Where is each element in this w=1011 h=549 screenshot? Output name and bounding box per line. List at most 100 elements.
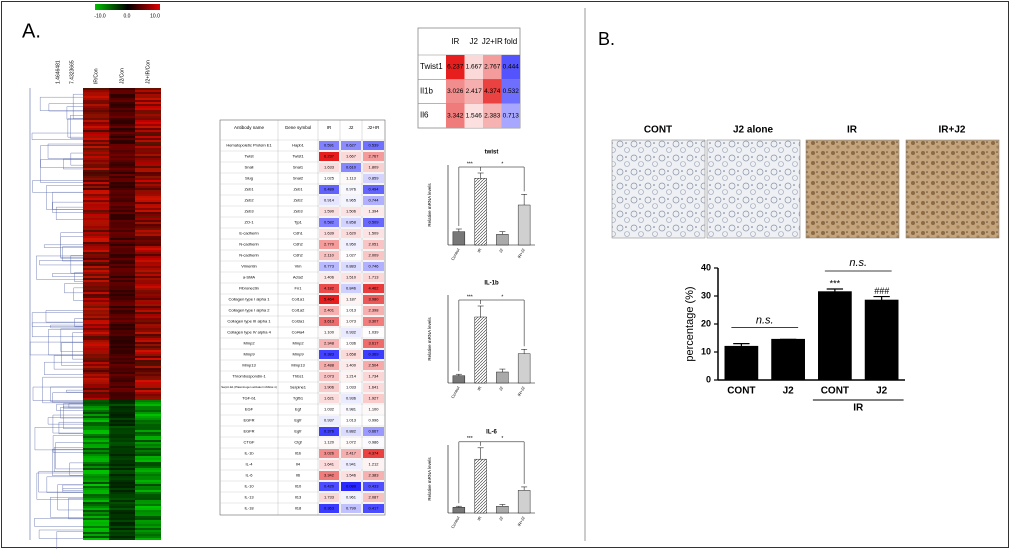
- scale-label: -10.0: [94, 13, 106, 19]
- heatmap-cell: [109, 246, 135, 248]
- heatmap-cell: [109, 402, 135, 404]
- heatmap-cell: [109, 494, 135, 496]
- table-cell: [501, 103, 520, 128]
- heatmap-cell: [109, 386, 135, 388]
- heatmap-cell: [135, 504, 161, 506]
- table-cell: [319, 405, 339, 414]
- heatmap-cell: [109, 154, 135, 156]
- row-label: Il6: [420, 111, 429, 120]
- table-cell: [363, 284, 384, 293]
- heatmap-cell: [83, 526, 109, 528]
- bar: [517, 204, 531, 246]
- heatmap-cell: [135, 108, 161, 110]
- heatmap-cell: [135, 154, 161, 156]
- heatmap-cell: [135, 272, 161, 274]
- table-cell: [483, 55, 502, 80]
- heatmap-cell: [109, 456, 135, 458]
- heatmap-cell: [135, 466, 161, 468]
- heatmap-cell: [135, 110, 161, 112]
- heatmap-cell: [135, 398, 161, 400]
- heatmap-cell: [83, 362, 109, 364]
- bar: [452, 231, 466, 246]
- heatmap-cell: [109, 510, 135, 512]
- table-text: TGF-b1: [242, 396, 257, 401]
- x-tick-label: J2: [498, 247, 505, 254]
- table-cell: [341, 350, 361, 359]
- heatmap-cell: [83, 366, 109, 368]
- heatmap-cell: [109, 298, 135, 300]
- heatmap-cell: [83, 416, 109, 418]
- table-text: Serpine1: [290, 385, 307, 390]
- heatmap-cell: [109, 506, 135, 508]
- heatmap-cell: [83, 462, 109, 464]
- table-cell: [341, 317, 361, 326]
- heatmap-cell: [109, 262, 135, 264]
- table-cell: [363, 449, 384, 458]
- heatmap-cell: [135, 434, 161, 436]
- table-cell: [363, 207, 384, 216]
- bar: [452, 507, 466, 514]
- heatmap-cell: [83, 254, 109, 256]
- table-cell: [341, 372, 361, 381]
- table-text: 0.494: [368, 187, 379, 192]
- table-cell: [319, 317, 339, 326]
- heatmap-cell: [135, 462, 161, 464]
- bar: [496, 234, 509, 246]
- heatmap-cell: [109, 352, 135, 354]
- dendrogram-branch: [42, 376, 83, 404]
- table-cell: [363, 251, 384, 260]
- table-text: EGFR: [243, 429, 254, 434]
- table-text: 1.633: [324, 165, 335, 170]
- heatmap-cell: [135, 226, 161, 228]
- table-text: Cdh2: [293, 242, 303, 247]
- table-text: 0.667: [368, 429, 379, 434]
- table-text: 0.539: [368, 143, 379, 148]
- table-cell: [341, 416, 361, 425]
- table-text: Cdh1: [293, 231, 303, 236]
- heatmap-cell: [83, 380, 109, 382]
- table-text: 2.398: [368, 308, 379, 313]
- heatmap-cell: [83, 402, 109, 404]
- table-header: J2+IR: [368, 125, 381, 130]
- heatmap-cell: [109, 206, 135, 208]
- heatmap-cell: [83, 456, 109, 458]
- heatmap-cell: [83, 88, 109, 90]
- table-text: 1.072: [346, 440, 357, 445]
- table-cell: [341, 229, 361, 238]
- table-text: 1.509: [368, 231, 379, 236]
- table-cell: [341, 196, 361, 205]
- table-text: 0.941: [346, 462, 357, 467]
- table-cell: [363, 262, 384, 271]
- heatmap-cell: [83, 262, 109, 264]
- heatmap-cell: [135, 270, 161, 272]
- y-axis-label: Relative mRNA levels: [427, 317, 432, 361]
- heatmap-cell: [109, 274, 135, 276]
- table-cell: [363, 185, 384, 194]
- heatmap-cell: [135, 308, 161, 310]
- heatmap-cell: [135, 404, 161, 406]
- heatmap-cell: [83, 192, 109, 194]
- heatmap-cell: [109, 184, 135, 186]
- heatmap-cell: [135, 96, 161, 98]
- heatmap-cell: [135, 104, 161, 106]
- table-cell: [363, 493, 384, 502]
- chart-title: IL-1b: [484, 281, 499, 287]
- table-cell: [341, 493, 361, 502]
- heatmap-cell: [135, 236, 161, 238]
- heatmap-cell: [83, 160, 109, 162]
- heatmap-cell: [109, 166, 135, 168]
- table-cell: [363, 383, 384, 392]
- heatmap-cell: [83, 502, 109, 504]
- heatmap-cell: [83, 168, 109, 170]
- heatmap-cell: [83, 142, 109, 144]
- table-text: Vimentin: [241, 264, 257, 269]
- dendrogram-branch: [54, 447, 83, 472]
- heatmap-cell: [83, 354, 109, 356]
- heatmap-cell: [109, 300, 135, 302]
- heatmap-cell: [83, 260, 109, 262]
- heatmap-cell: [135, 410, 161, 412]
- heatmap-cell: [109, 444, 135, 446]
- heatmap-cell: [109, 522, 135, 524]
- heatmap-cell: [135, 532, 161, 534]
- heatmap-cell: [109, 192, 135, 194]
